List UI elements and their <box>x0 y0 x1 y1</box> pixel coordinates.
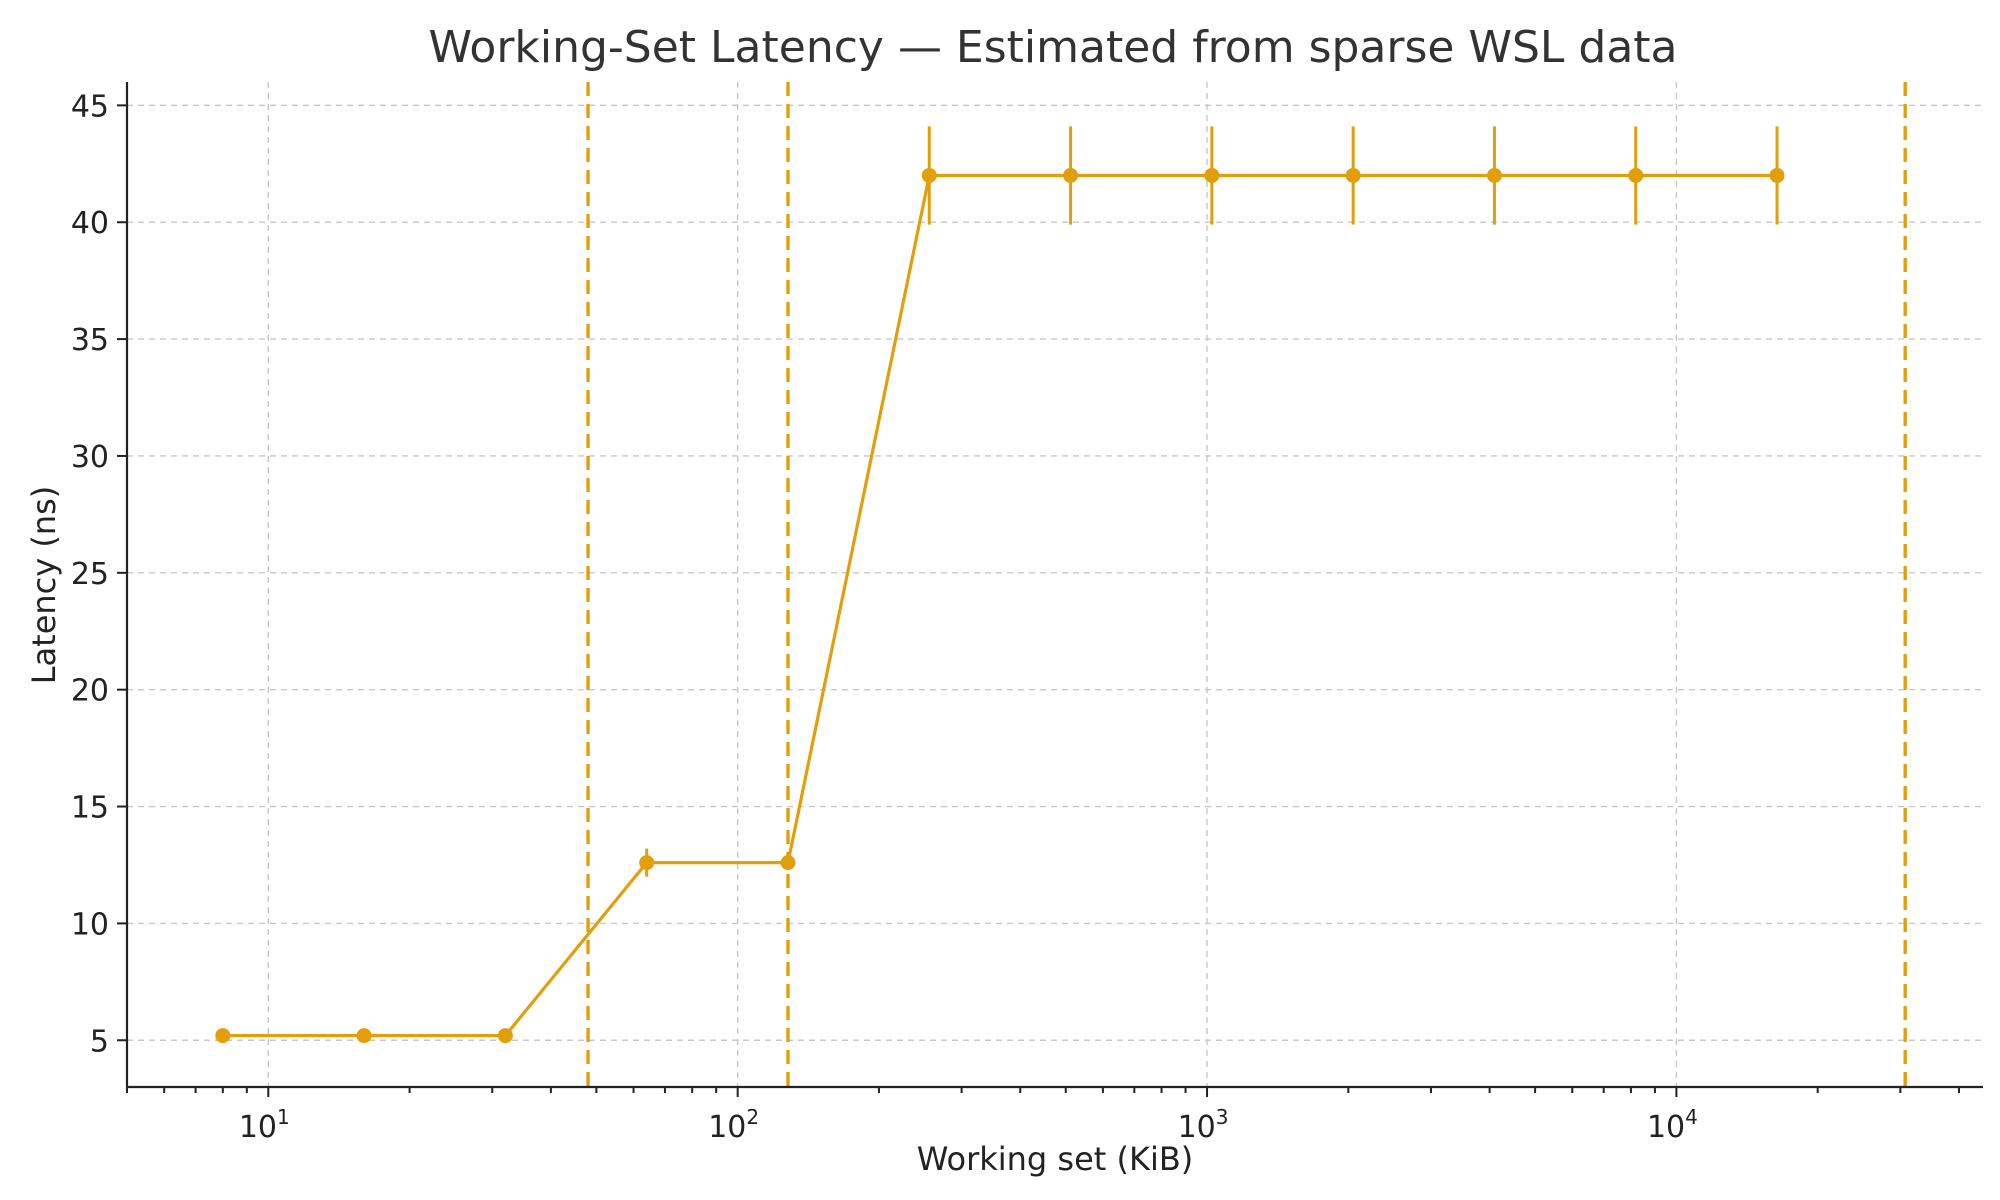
y-tick-label: 20 <box>71 674 109 709</box>
data-point <box>921 167 937 183</box>
y-tick-label: 35 <box>71 323 109 358</box>
y-tick-label: 30 <box>71 440 109 475</box>
data-point <box>1063 167 1079 183</box>
data-point <box>215 1028 231 1044</box>
y-tick-label: 40 <box>71 206 109 241</box>
x-tick-label: 103 <box>1178 1105 1229 1145</box>
y-tick-label: 25 <box>71 557 109 592</box>
y-tick-label: 5 <box>90 1024 109 1059</box>
y-tick-label: 15 <box>71 791 109 826</box>
y-tick-label: 10 <box>71 907 109 942</box>
x-tick-label: 101 <box>239 1105 290 1145</box>
data-point <box>356 1028 372 1044</box>
data-point <box>639 855 655 871</box>
reference-lines <box>586 82 1907 1087</box>
data-point <box>497 1028 513 1044</box>
x-tick-label: 104 <box>1647 1105 1698 1145</box>
series <box>215 126 1785 1044</box>
data-point <box>1769 167 1785 183</box>
series-line <box>222 173 1777 1038</box>
axes <box>125 82 1983 1089</box>
data-point <box>780 855 796 871</box>
y-tick-label: 45 <box>71 89 109 124</box>
ticks: 5 10 15 20 25 30 35 40 45 101 102 103 104 <box>71 89 1960 1145</box>
data-point <box>1486 167 1502 183</box>
x-tick-label: 102 <box>708 1105 759 1145</box>
data-point <box>1204 167 1220 183</box>
x-axis-label: Working set (KiB) <box>917 1140 1194 1178</box>
grid <box>127 82 1983 1087</box>
data-point <box>1628 167 1644 183</box>
data-point <box>1345 167 1361 183</box>
y-axis-label: Latency (ns) <box>25 486 63 685</box>
chart-title: Working-Set Latency — Estimated from spa… <box>428 22 1677 73</box>
